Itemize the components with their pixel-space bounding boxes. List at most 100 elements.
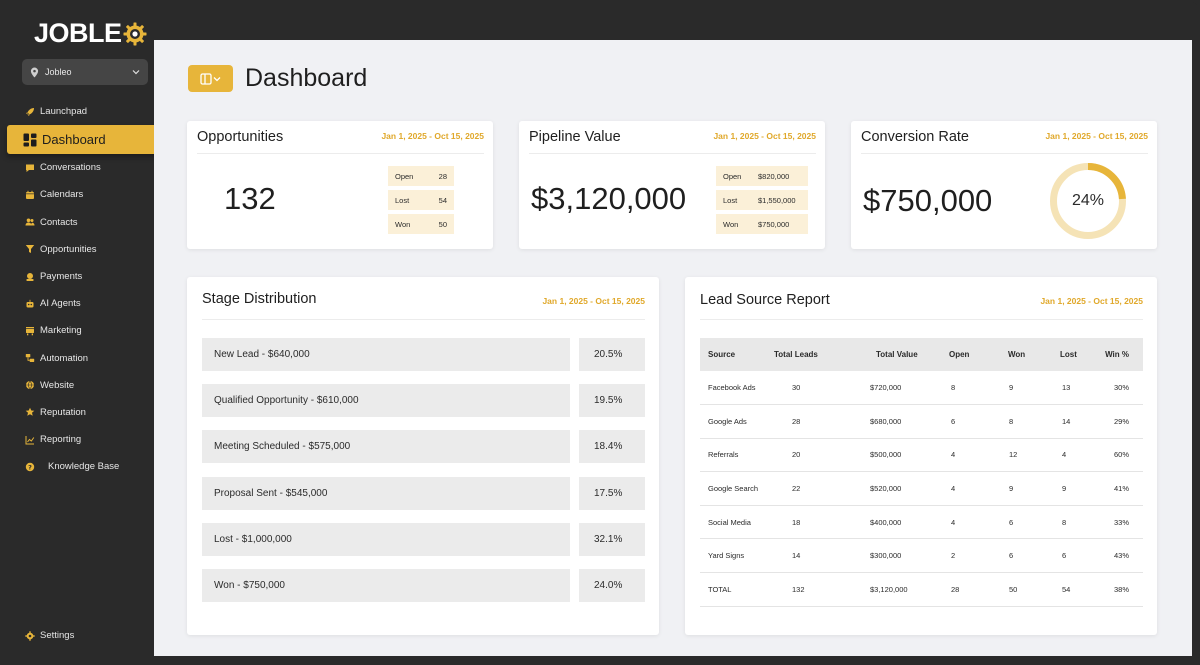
pipeline-breakdown: Open $820,000 Lost $1,550,000 Won $750,000: [716, 166, 808, 234]
table-cell: 28: [766, 404, 850, 439]
breakdown-value: 28: [438, 171, 447, 181]
sidebar-item-label: Website: [40, 379, 75, 391]
conversion-rate-card: Conversion Rate Jan 1, 2025 - Oct 15, 20…: [851, 121, 1157, 249]
pipeline-total: $3,120,000: [531, 181, 687, 216]
table-row[interactable]: Social Media 18 $400,000 4 6 8 33%: [700, 505, 1143, 540]
stage-row[interactable]: Proposal Sent - $545,000 17.5%: [202, 477, 645, 510]
contacts-icon: [25, 217, 35, 227]
stage-row[interactable]: New Lead - $640,000 20.5%: [202, 338, 645, 371]
table-total-row[interactable]: TOTAL 132 $3,120,000 28 50 54 38%: [700, 572, 1143, 607]
star-icon: [25, 407, 35, 417]
table-cell: 8: [936, 371, 992, 406]
breakdown-label: Lost: [723, 195, 738, 205]
table-row[interactable]: Facebook Ads 30 $720,000 8 9 13 30%: [700, 371, 1143, 406]
sidebar-item-label: Knowledge Base: [48, 461, 120, 473]
date-range[interactable]: Jan 1, 2025 - Oct 15, 2025: [1045, 131, 1148, 141]
table-row[interactable]: Google Ads 28 $680,000 6 8 14 29%: [700, 404, 1143, 439]
table-row[interactable]: Google Search 22 $520,000 4 9 9 41%: [700, 471, 1143, 506]
date-range[interactable]: Jan 1, 2025 - Oct 15, 2025: [1040, 296, 1143, 306]
breakdown-label: Open: [723, 171, 742, 181]
table-cell: 38%: [1097, 572, 1143, 607]
column-header[interactable]: Total Value: [850, 338, 936, 371]
map-pin-icon: [30, 67, 39, 77]
sidebar-item-payments[interactable]: Payments: [6, 263, 154, 290]
date-range[interactable]: Jan 1, 2025 - Oct 15, 2025: [381, 131, 484, 141]
sidebar-nav: Launchpad Dashboard Conversations Calend…: [6, 98, 162, 480]
column-header[interactable]: Win %: [1097, 338, 1143, 371]
stage-label: Proposal Sent - $545,000: [202, 477, 570, 510]
stage-label: Lost - $1,000,000: [202, 523, 570, 556]
sidebar-item-contacts[interactable]: Contacts: [6, 209, 154, 236]
card-title: Pipeline Value: [529, 129, 621, 145]
table-row[interactable]: Referrals 20 $500,000 4 12 4 60%: [700, 438, 1143, 473]
table-cell: 20: [766, 438, 850, 473]
stage-percent: 20.5%: [579, 338, 645, 371]
table-cell: 12: [992, 438, 1047, 473]
sidebar-item-conversations[interactable]: Conversations: [6, 154, 154, 181]
table-cell: 41%: [1097, 471, 1143, 506]
table-cell: 14: [1047, 404, 1097, 439]
stage-row[interactable]: Meeting Scheduled - $575,000 18.4%: [202, 430, 645, 463]
sidebar-item-website[interactable]: Website: [6, 372, 154, 399]
sidebar-item-calendars[interactable]: Calendars: [6, 181, 154, 208]
table-row[interactable]: Yard Signs 14 $300,000 2 6 6 43%: [700, 538, 1143, 574]
sidebar-item-opportunities[interactable]: Opportunities: [6, 236, 154, 263]
date-range[interactable]: Jan 1, 2025 - Oct 15, 2025: [713, 131, 816, 141]
sidebar-item-settings[interactable]: Settings: [25, 630, 74, 641]
stage-row[interactable]: Won - $750,000 24.0%: [202, 569, 645, 602]
table-cell: 8: [992, 404, 1047, 439]
column-header[interactable]: Open: [936, 338, 992, 371]
brand-logo[interactable]: JOBLE: [34, 18, 147, 49]
table-cell: 14: [766, 538, 850, 574]
table-cell: $3,120,000: [850, 572, 936, 607]
settings-label: Settings: [40, 630, 75, 641]
sidebar-item-reputation[interactable]: Reputation: [6, 399, 154, 426]
conversion-value: $750,000: [863, 183, 993, 218]
megaphone-icon: [25, 326, 35, 336]
payments-icon: [25, 272, 35, 282]
location-name: Jobleo: [45, 67, 72, 77]
column-header[interactable]: Won: [992, 338, 1047, 371]
settings-gear-icon: [25, 630, 35, 641]
sidebar-item-label: Launchpad: [40, 106, 88, 118]
column-header[interactable]: Source: [700, 338, 766, 371]
table-cell: 4: [936, 471, 992, 506]
donut-progress-arc: [1050, 163, 1126, 239]
sidebar: JOBLE Jobleo Launchpad: [6, 0, 162, 665]
divider: [861, 153, 1148, 154]
table-cell: 9: [992, 371, 1047, 406]
table-cell: Social Media: [700, 505, 766, 540]
stage-row[interactable]: Qualified Opportunity - $610,000 19.5%: [202, 384, 645, 417]
sidebar-item-ai-agents[interactable]: AI Agents: [6, 290, 154, 317]
card-title: Conversion Rate: [861, 129, 969, 145]
sidebar-item-dashboard[interactable]: Dashboard: [7, 125, 162, 155]
table-cell: 6: [992, 538, 1047, 574]
sidebar-item-knowledge-base[interactable]: ? Knowledge Base: [6, 453, 154, 480]
divider: [529, 153, 816, 154]
location-switcher[interactable]: Jobleo: [22, 59, 148, 85]
stage-row[interactable]: Lost - $1,000,000 32.1%: [202, 523, 645, 556]
divider: [202, 319, 645, 320]
sidebar-item-label: Dashboard: [42, 132, 106, 148]
table-cell: 30: [766, 371, 850, 406]
table-cell: $400,000: [850, 505, 936, 540]
date-range[interactable]: Jan 1, 2025 - Oct 15, 2025: [542, 296, 645, 306]
lead-source-table: Source Total Leads Total Value Open Won …: [700, 338, 1143, 607]
table-cell: $300,000: [850, 538, 936, 574]
sidebar-item-launchpad[interactable]: Launchpad: [6, 98, 154, 125]
column-header[interactable]: Lost: [1047, 338, 1097, 371]
card-title: Lead Source Report: [700, 292, 830, 308]
sidebar-item-automation[interactable]: Automation: [6, 345, 154, 372]
sidebar-item-label: Conversations: [40, 162, 101, 174]
table-cell: 9: [992, 471, 1047, 506]
table-cell: 8: [1047, 505, 1097, 540]
column-header[interactable]: Total Leads: [766, 338, 850, 371]
stage-percent: 17.5%: [579, 477, 645, 510]
layout-switcher-button[interactable]: [188, 65, 233, 92]
sidebar-item-marketing[interactable]: Marketing: [6, 317, 154, 344]
svg-text:?: ?: [28, 463, 32, 471]
stage-percent: 24.0%: [579, 569, 645, 602]
rocket-icon: [25, 107, 35, 117]
sidebar-item-reporting[interactable]: Reporting: [6, 426, 154, 453]
stage-distribution-card: Stage Distribution Jan 1, 2025 - Oct 15,…: [187, 277, 659, 635]
